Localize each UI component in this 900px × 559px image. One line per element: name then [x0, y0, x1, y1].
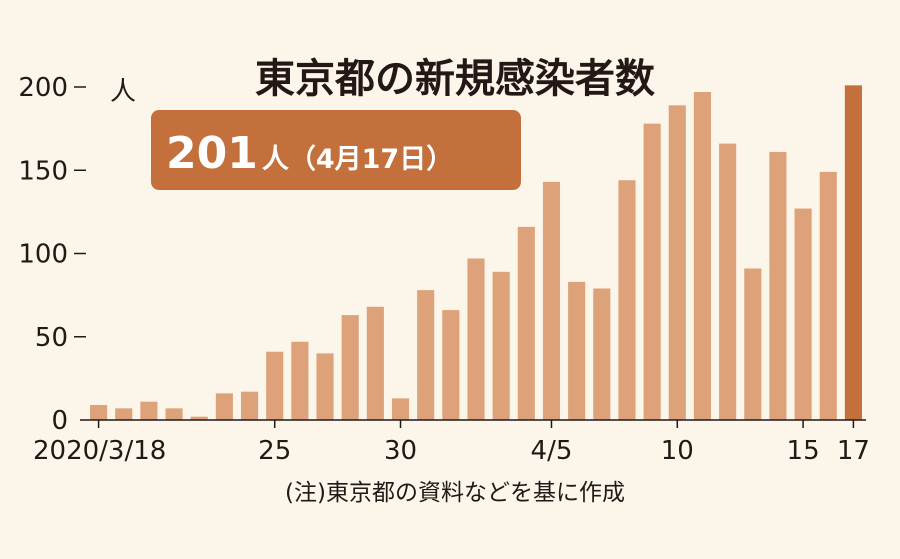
bar — [90, 405, 108, 420]
bar — [391, 398, 410, 420]
bar — [593, 288, 611, 420]
x-tick-label: 4/5 — [531, 436, 573, 466]
highlight-unit-date: 人（4月17日） — [262, 144, 453, 175]
bar — [140, 401, 158, 420]
bar — [115, 408, 133, 420]
bar — [190, 416, 208, 420]
bar — [794, 208, 812, 420]
bar — [266, 351, 284, 420]
y-tick-label: 150 — [18, 156, 68, 186]
x-tick-label: 10 — [661, 436, 694, 466]
bar — [240, 391, 259, 420]
bar-highlight — [844, 85, 862, 420]
x-tick-label: 2020/3/18 — [33, 436, 166, 466]
bar — [291, 341, 309, 420]
bars — [90, 85, 862, 421]
bar — [643, 123, 661, 420]
bar — [442, 310, 460, 420]
bar — [542, 181, 561, 420]
bar — [467, 258, 485, 420]
bar — [618, 180, 636, 420]
bar — [744, 268, 762, 420]
source-note: (注)東京都の資料などを基に作成 — [285, 480, 625, 506]
y-tick-label: 50 — [35, 323, 68, 353]
x-tick-label: 30 — [384, 436, 417, 466]
highlight-value: 201 — [166, 128, 258, 179]
highlight-callout-box — [151, 110, 521, 190]
bar — [417, 290, 435, 420]
bar — [165, 408, 183, 420]
x-tick-label: 15 — [787, 436, 820, 466]
x-axis: 2020/3/18 25 30 4/5 10 15 17 — [33, 420, 870, 466]
bar — [668, 105, 686, 420]
y-tick-label: 200 — [18, 73, 68, 103]
bar — [693, 92, 712, 420]
x-tick-label: 25 — [258, 436, 291, 466]
y-axis: 0 50 100 150 200 — [18, 73, 86, 436]
bar — [341, 315, 359, 420]
y-tick-label: 0 — [51, 406, 68, 436]
bar — [819, 171, 837, 420]
y-tick-label: 100 — [18, 240, 68, 270]
bar — [366, 306, 384, 420]
bar — [517, 226, 535, 420]
chart-title: 東京都の新規感染者数 — [255, 56, 655, 102]
bar — [719, 143, 737, 421]
y-axis-unit-label: 人 — [110, 77, 136, 107]
bar — [316, 353, 334, 420]
bar — [568, 281, 586, 420]
bar — [492, 271, 510, 420]
highlight-callout-text: 201 人（4月17日） — [166, 128, 453, 179]
bar — [769, 151, 787, 420]
bar — [215, 393, 233, 420]
x-tick-label: 17 — [837, 436, 870, 466]
highlight-callout: 201 人（4月17日） — [151, 110, 521, 190]
